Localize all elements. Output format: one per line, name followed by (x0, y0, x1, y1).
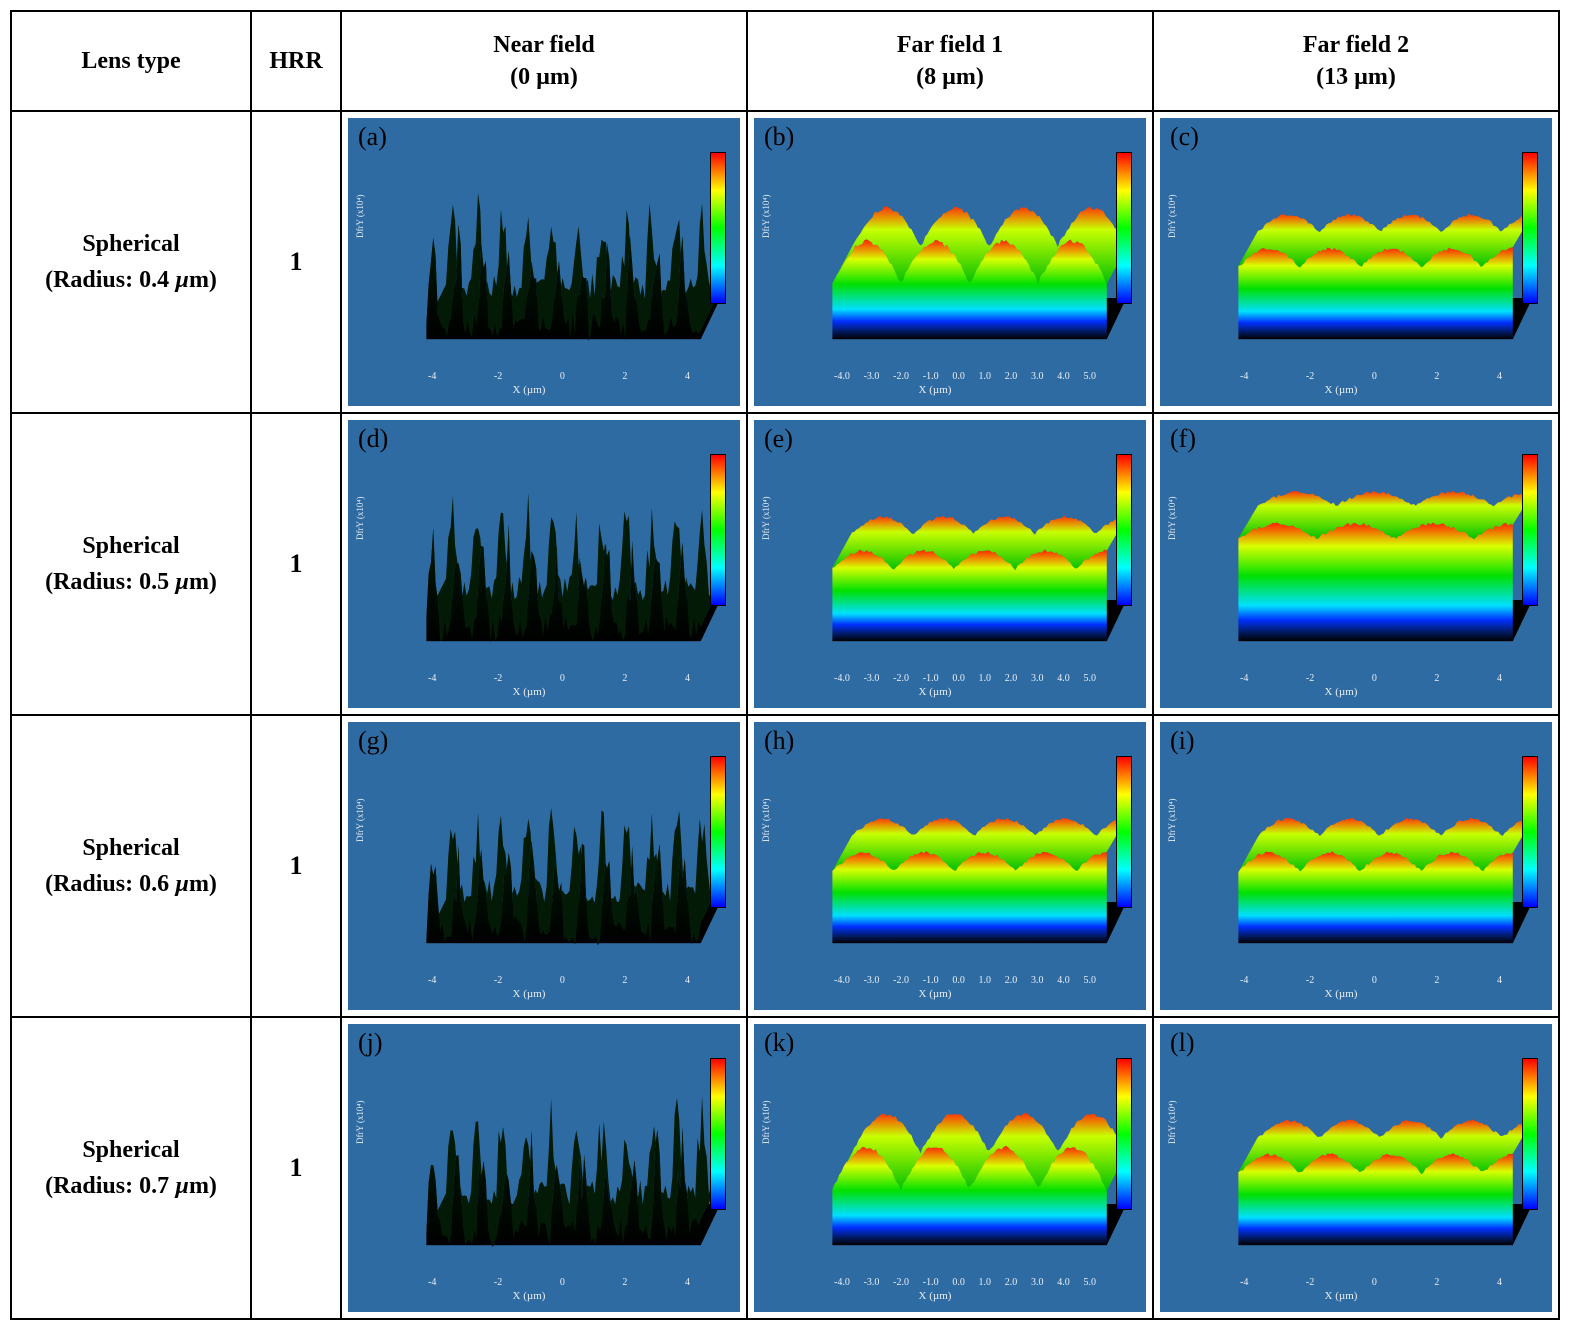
x-axis-label: X (µm) (1160, 384, 1522, 396)
subplot-label: (b) (764, 122, 794, 152)
y-axis-label: DfrY (x10⁴) (355, 799, 365, 843)
hrr-cell: 1 (251, 1017, 341, 1319)
x-ticks: -4-2024 (428, 1277, 690, 1288)
col-near: Near field (0 µm) (341, 11, 747, 111)
x-axis-label: X (µm) (1160, 988, 1522, 1000)
hrr-cell: 1 (251, 715, 341, 1017)
table-row: Spherical(Radius: 0.4 µm)1 (a) DfrY (x10… (11, 111, 1559, 413)
colorbar (1116, 1058, 1132, 1210)
x-ticks: -4.0-3.0-2.0-1.00.01.02.03.04.05.0 (834, 1277, 1096, 1288)
col-far1: Far field 1 (8 µm) (747, 11, 1153, 111)
colorbar (1116, 454, 1132, 606)
y-axis-label: DfrY (x10⁴) (761, 195, 771, 239)
subplot-label: (k) (764, 1028, 794, 1058)
subplot-label: (i) (1170, 726, 1195, 756)
subplot-label: (f) (1170, 424, 1196, 454)
y-axis-label: DfrY (x10⁴) (355, 1101, 365, 1145)
x-axis-label: X (µm) (348, 686, 710, 698)
field-panel: (h) DfrY (x10⁴) -4.0-3.0-2.0-1.00.01.02.… (747, 715, 1153, 1017)
subplot-label: (g) (358, 726, 388, 756)
subplot-label: (j) (358, 1028, 383, 1058)
x-ticks: -4-2024 (1240, 371, 1502, 382)
subplot-label: (l) (1170, 1028, 1195, 1058)
colorbar (710, 454, 726, 606)
field-panel: (c) DfrY (x10⁴) -4-2024 X (µm) (1153, 111, 1559, 413)
table-row: Spherical(Radius: 0.7 µm)1 (j) DfrY (x10… (11, 1017, 1559, 1319)
colorbar (1522, 1058, 1538, 1210)
x-ticks: -4-2024 (428, 673, 690, 684)
colorbar (710, 1058, 726, 1210)
lens-field-table: Lens type HRR Near field (0 µm) Far fiel… (10, 10, 1560, 1320)
field-panel: (f) DfrY (x10⁴) -4-2024 X (µm) (1153, 413, 1559, 715)
x-ticks: -4-2024 (428, 975, 690, 986)
x-ticks: -4.0-3.0-2.0-1.00.01.02.03.04.05.0 (834, 371, 1096, 382)
field-panel: (d) DfrY (x10⁴) -4-2024 X (µm) (341, 413, 747, 715)
y-axis-label: DfrY (x10⁴) (761, 799, 771, 843)
field-panel: (b) DfrY (x10⁴) -4.0-3.0-2.0-1.00.01.02.… (747, 111, 1153, 413)
x-axis-label: X (µm) (1160, 1290, 1522, 1302)
colorbar (1116, 756, 1132, 908)
y-axis-label: DfrY (x10⁴) (355, 497, 365, 541)
lens-type-cell: Spherical(Radius: 0.7 µm) (11, 1017, 251, 1319)
col-far2: Far field 2 (13 µm) (1153, 11, 1559, 111)
x-axis-label: X (µm) (754, 384, 1116, 396)
colorbar (1522, 152, 1538, 304)
x-axis-label: X (µm) (348, 384, 710, 396)
field-panel: (a) DfrY (x10⁴) -4-2024 X (µm) (341, 111, 747, 413)
subplot-label: (c) (1170, 122, 1199, 152)
x-axis-label: X (µm) (754, 1290, 1116, 1302)
col-hrr: HRR (251, 11, 341, 111)
y-axis-label: DfrY (x10⁴) (761, 1101, 771, 1145)
field-panel: (g) DfrY (x10⁴) -4-2024 X (µm) (341, 715, 747, 1017)
col-lens: Lens type (11, 11, 251, 111)
hrr-cell: 1 (251, 413, 341, 715)
colorbar (710, 756, 726, 908)
subplot-label: (e) (764, 424, 793, 454)
x-axis-label: X (µm) (348, 1290, 710, 1302)
y-axis-label: DfrY (x10⁴) (1167, 497, 1177, 541)
subplot-label: (d) (358, 424, 388, 454)
colorbar (1522, 454, 1538, 606)
table-row: Spherical(Radius: 0.6 µm)1 (g) DfrY (x10… (11, 715, 1559, 1017)
lens-type-cell: Spherical(Radius: 0.6 µm) (11, 715, 251, 1017)
x-axis-label: X (µm) (1160, 686, 1522, 698)
x-ticks: -4-2024 (428, 371, 690, 382)
y-axis-label: DfrY (x10⁴) (1167, 799, 1177, 843)
y-axis-label: DfrY (x10⁴) (1167, 195, 1177, 239)
x-ticks: -4.0-3.0-2.0-1.00.01.02.03.04.05.0 (834, 975, 1096, 986)
field-panel: (k) DfrY (x10⁴) -4.0-3.0-2.0-1.00.01.02.… (747, 1017, 1153, 1319)
x-ticks: -4-2024 (1240, 1277, 1502, 1288)
x-axis-label: X (µm) (348, 988, 710, 1000)
subplot-label: (h) (764, 726, 794, 756)
y-axis-label: DfrY (x10⁴) (1167, 1101, 1177, 1145)
x-ticks: -4.0-3.0-2.0-1.00.01.02.03.04.05.0 (834, 673, 1096, 684)
lens-type-cell: Spherical(Radius: 0.4 µm) (11, 111, 251, 413)
colorbar (1522, 756, 1538, 908)
y-axis-label: DfrY (x10⁴) (355, 195, 365, 239)
table-row: Spherical(Radius: 0.5 µm)1 (d) DfrY (x10… (11, 413, 1559, 715)
field-panel: (j) DfrY (x10⁴) -4-2024 X (µm) (341, 1017, 747, 1319)
header-row: Lens type HRR Near field (0 µm) Far fiel… (11, 11, 1559, 111)
x-axis-label: X (µm) (754, 988, 1116, 1000)
table-body: Spherical(Radius: 0.4 µm)1 (a) DfrY (x10… (11, 111, 1559, 1319)
lens-type-cell: Spherical(Radius: 0.5 µm) (11, 413, 251, 715)
colorbar (710, 152, 726, 304)
field-panel: (e) DfrY (x10⁴) -4.0-3.0-2.0-1.00.01.02.… (747, 413, 1153, 715)
subplot-label: (a) (358, 122, 387, 152)
field-panel: (l) DfrY (x10⁴) -4-2024 X (µm) (1153, 1017, 1559, 1319)
field-panel: (i) DfrY (x10⁴) -4-2024 X (µm) (1153, 715, 1559, 1017)
colorbar (1116, 152, 1132, 304)
x-ticks: -4-2024 (1240, 975, 1502, 986)
hrr-cell: 1 (251, 111, 341, 413)
x-ticks: -4-2024 (1240, 673, 1502, 684)
y-axis-label: DfrY (x10⁴) (761, 497, 771, 541)
x-axis-label: X (µm) (754, 686, 1116, 698)
